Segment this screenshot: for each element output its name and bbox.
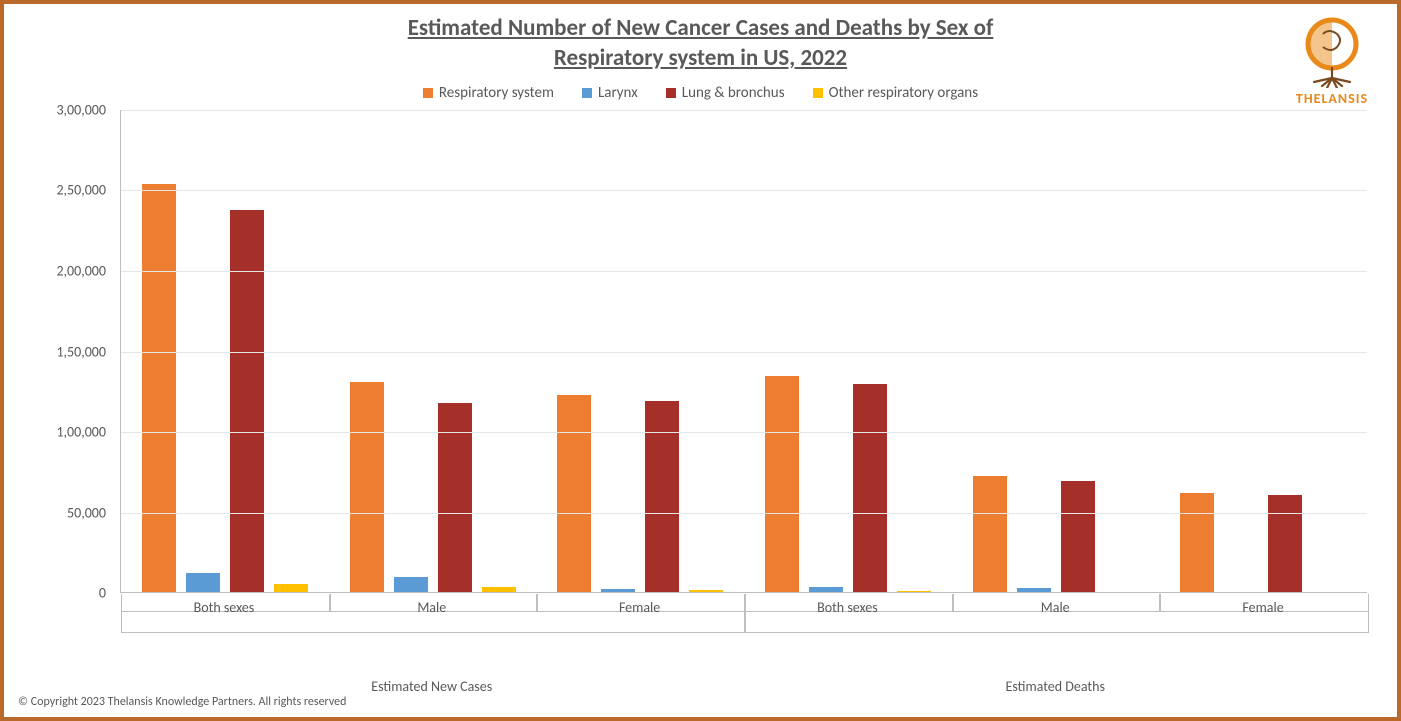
legend-label: Respiratory system (439, 84, 554, 102)
title-line-1: Estimated Number of New Cancer Cases and… (408, 14, 994, 42)
y-tick-label: 1,00,000 (56, 423, 106, 440)
gridline (121, 513, 1367, 514)
bar (557, 395, 591, 593)
section-labels: Estimated New CasesEstimated Deaths (120, 653, 1367, 673)
bar (350, 382, 384, 593)
bar (1268, 495, 1302, 593)
gridline (121, 271, 1367, 272)
legend-swatch (813, 88, 823, 98)
legend-label: Larynx (598, 84, 638, 102)
bar (1180, 493, 1214, 593)
bar (230, 210, 264, 593)
legend-label: Other respiratory organs (829, 84, 979, 102)
bar (645, 401, 679, 593)
bar (765, 376, 799, 593)
x-axis-line (121, 592, 1367, 593)
legend-swatch (423, 88, 433, 98)
category-label: Male (328, 593, 536, 633)
legend-label: Lung & bronchus (682, 84, 785, 102)
chart-area: 050,0001,00,0001,50,0002,00,0002,50,0003… (34, 110, 1367, 633)
y-tick-label: 50,000 (67, 504, 106, 521)
gridline (121, 352, 1367, 353)
category-label-text: Male (951, 593, 1159, 616)
category-label-text: Male (328, 593, 536, 616)
legend-item: Larynx (582, 84, 638, 102)
category-label: Female (536, 593, 744, 633)
title-line-2: Respiratory system in US, 2022 (554, 44, 847, 72)
bar (142, 184, 176, 593)
legend-item: Other respiratory organs (813, 84, 979, 102)
bar (973, 476, 1007, 593)
category-labels: Both sexesMaleFemaleBoth sexesMaleFemale (120, 593, 1367, 633)
category-label-text: Female (1159, 593, 1367, 616)
bar (394, 577, 428, 593)
bar (1061, 481, 1095, 593)
chart-legend: Respiratory system Larynx Lung & bronchus O… (4, 84, 1397, 102)
category-label-text: Both sexes (120, 593, 328, 616)
y-tick-label: 2,50,000 (56, 182, 106, 199)
plot-area (120, 110, 1367, 593)
y-tick-label: 0 (99, 585, 106, 602)
gridline (121, 190, 1367, 191)
legend-swatch (582, 88, 592, 98)
category-label: Male (951, 593, 1159, 633)
section-label: Estimated Deaths (744, 653, 1368, 678)
bar (853, 384, 887, 593)
brand-logo: THELANSIS (1289, 16, 1375, 107)
y-tick-label: 1,50,000 (56, 343, 106, 360)
legend-item: Lung & bronchus (666, 84, 785, 102)
logo-icon (1289, 16, 1375, 88)
gridline (121, 110, 1367, 111)
category-label: Both sexes (120, 593, 328, 633)
y-tick-label: 3,00,000 (56, 102, 106, 119)
legend-item: Respiratory system (423, 84, 554, 102)
chart-frame: Estimated Number of New Cancer Cases and… (0, 0, 1401, 721)
copyright-text: © Copyright 2023 Thelansis Knowledge Par… (18, 695, 346, 709)
category-label-text: Both sexes (743, 593, 951, 616)
bar (186, 573, 220, 593)
y-tick-label: 2,00,000 (56, 262, 106, 279)
y-axis-labels: 050,0001,00,0001,50,0002,00,0002,50,0003… (34, 110, 112, 593)
gridline (121, 432, 1367, 433)
section-label: Estimated New Cases (120, 653, 744, 678)
chart-title: Estimated Number of New Cancer Cases and… (4, 4, 1397, 74)
category-label: Female (1159, 593, 1367, 633)
category-label-text: Female (536, 593, 744, 616)
logo-text: THELANSIS (1296, 90, 1368, 107)
legend-swatch (666, 88, 676, 98)
category-label: Both sexes (743, 593, 951, 633)
